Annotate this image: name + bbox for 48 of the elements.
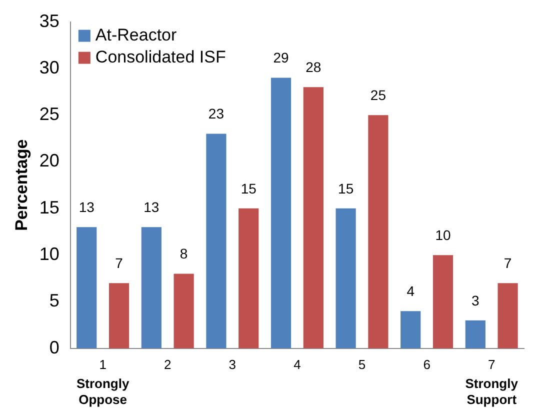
y-tick-label: 15: [39, 197, 60, 218]
bar: [432, 255, 454, 348]
x-tick-label: 7: [488, 356, 496, 372]
y-axis-title: Percentage: [12, 139, 31, 231]
bar: [498, 283, 518, 348]
data-label: 15: [240, 180, 257, 196]
legend-label: Consolidated ISF: [95, 47, 226, 66]
data-label: 28: [306, 58, 322, 75]
text: Strongly Support: [465, 376, 519, 408]
bar: [238, 208, 259, 348]
bar: [141, 227, 162, 348]
legend-label: At-Reactor: [95, 25, 178, 44]
x-tick-label: 6: [423, 356, 430, 372]
data-label: 15: [338, 180, 354, 196]
bar: [108, 283, 130, 348]
bar: [368, 115, 388, 348]
data-label: 25: [370, 86, 386, 103]
y-tick-label: 25: [39, 104, 60, 124]
bar: [336, 208, 356, 348]
bar: [174, 274, 194, 348]
data-label: 13: [78, 198, 95, 215]
x-tick-label: 2: [164, 356, 172, 372]
x-tick-label: 1: [99, 356, 106, 372]
data-label: 7: [504, 254, 512, 271]
data-label: 29: [273, 50, 290, 66]
data-label: 10: [435, 226, 451, 243]
data-label: 8: [180, 246, 188, 262]
bar: [303, 87, 324, 348]
y-tick-label: 35: [39, 10, 60, 31]
y-tick-label: 0: [49, 337, 60, 358]
y-tick-label: 5: [49, 290, 60, 311]
bar: [465, 320, 486, 348]
data-label: 13: [144, 198, 160, 215]
x-tick-label: 3: [228, 356, 236, 372]
bar: [206, 134, 226, 348]
bar: [400, 311, 421, 348]
x-tick-label: 5: [358, 356, 366, 372]
x-tick-label: 4: [294, 356, 301, 372]
y-tick-label: 20: [39, 150, 60, 171]
text: Strongly Oppose: [76, 376, 130, 408]
y-tick-label: 30: [39, 57, 60, 78]
bar: [76, 227, 97, 348]
bar: [270, 78, 292, 348]
data-label: 3: [472, 292, 480, 308]
y-tick-label: 10: [39, 244, 60, 264]
data-label: 23: [208, 106, 224, 122]
data-label: 7: [115, 254, 124, 271]
data-label: 4: [406, 282, 415, 299]
